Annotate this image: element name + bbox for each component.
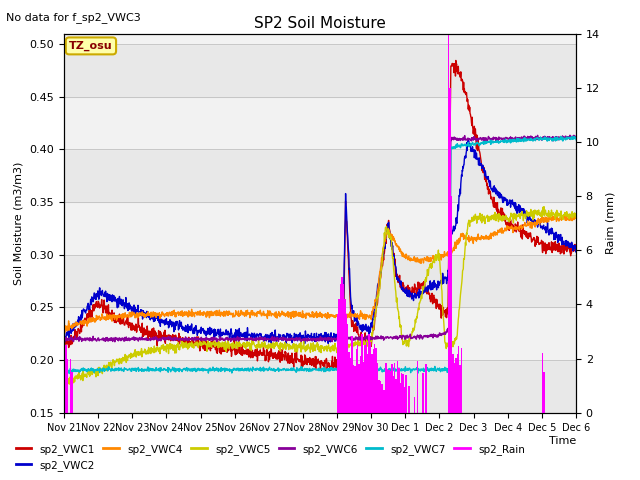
Bar xyxy=(454,362,455,413)
Bar xyxy=(378,380,380,413)
Bar xyxy=(346,314,347,413)
Bar xyxy=(451,196,452,413)
Y-axis label: Soil Moisture (m3/m3): Soil Moisture (m3/m3) xyxy=(14,161,24,285)
Bar xyxy=(370,342,371,413)
Bar xyxy=(371,354,372,413)
Bar xyxy=(377,362,378,413)
X-axis label: Time: Time xyxy=(548,435,576,445)
Bar xyxy=(64,255,576,308)
Bar xyxy=(67,359,68,413)
Bar xyxy=(374,344,376,413)
Bar xyxy=(356,349,357,413)
Bar xyxy=(64,308,576,360)
Bar xyxy=(353,365,354,413)
Bar xyxy=(363,362,364,413)
Bar xyxy=(397,361,398,413)
Bar xyxy=(351,336,353,413)
Bar xyxy=(387,369,388,413)
Bar xyxy=(543,372,545,413)
Bar xyxy=(337,314,339,413)
Bar xyxy=(414,397,415,413)
Bar xyxy=(398,369,399,413)
Bar xyxy=(64,360,576,413)
Bar xyxy=(401,373,403,413)
Bar xyxy=(384,390,385,413)
Bar xyxy=(452,354,454,413)
Bar xyxy=(347,324,348,413)
Bar xyxy=(357,346,358,413)
Bar xyxy=(417,360,418,413)
Bar xyxy=(405,375,407,413)
Bar xyxy=(372,349,374,413)
Bar xyxy=(344,299,346,413)
Bar xyxy=(456,354,458,413)
Bar xyxy=(381,384,383,413)
Bar xyxy=(394,363,396,413)
Bar xyxy=(350,358,351,413)
Bar xyxy=(367,354,369,413)
Bar xyxy=(71,372,72,413)
Bar xyxy=(455,358,456,413)
Title: SP2 Soil Moisture: SP2 Soil Moisture xyxy=(254,16,386,31)
Bar xyxy=(458,346,460,413)
Y-axis label: Raim (mm): Raim (mm) xyxy=(605,192,616,254)
Bar xyxy=(448,34,449,413)
Bar xyxy=(70,359,71,413)
Bar xyxy=(392,375,394,413)
Bar xyxy=(422,373,424,413)
Bar xyxy=(369,334,370,413)
Bar xyxy=(408,386,410,413)
Bar xyxy=(404,387,405,413)
Bar xyxy=(385,363,387,413)
Bar xyxy=(64,97,576,149)
Bar xyxy=(449,88,451,413)
Bar xyxy=(460,365,461,413)
Bar xyxy=(343,284,344,413)
Bar xyxy=(364,345,365,413)
Bar xyxy=(354,366,356,413)
Text: TZ_osu: TZ_osu xyxy=(69,41,113,51)
Bar xyxy=(341,277,343,413)
Bar xyxy=(65,345,67,413)
Bar xyxy=(396,380,397,413)
Bar xyxy=(399,383,401,413)
Text: No data for f_sp2_VWC3: No data for f_sp2_VWC3 xyxy=(6,12,141,23)
Bar xyxy=(339,299,340,413)
Legend: sp2_VWC1, sp2_VWC2, sp2_VWC4, sp2_VWC5, sp2_VWC6, sp2_VWC7, sp2_Rain: sp2_VWC1, sp2_VWC2, sp2_VWC4, sp2_VWC5, … xyxy=(12,439,529,475)
Bar xyxy=(376,348,377,413)
Bar xyxy=(64,0,576,44)
Bar xyxy=(64,202,576,255)
Bar xyxy=(383,390,384,413)
Bar xyxy=(380,382,381,413)
Bar xyxy=(425,364,427,413)
Bar xyxy=(403,374,404,413)
Bar xyxy=(360,356,361,413)
Bar xyxy=(388,370,390,413)
Bar xyxy=(340,284,341,413)
Bar xyxy=(365,342,367,413)
Bar xyxy=(348,352,350,413)
Bar xyxy=(64,44,576,97)
Bar xyxy=(542,353,543,413)
Bar xyxy=(461,348,462,413)
Bar xyxy=(391,363,392,413)
Bar xyxy=(64,149,576,202)
Bar xyxy=(361,334,363,413)
Bar xyxy=(64,332,65,413)
Bar xyxy=(390,371,391,413)
Bar xyxy=(358,364,360,413)
